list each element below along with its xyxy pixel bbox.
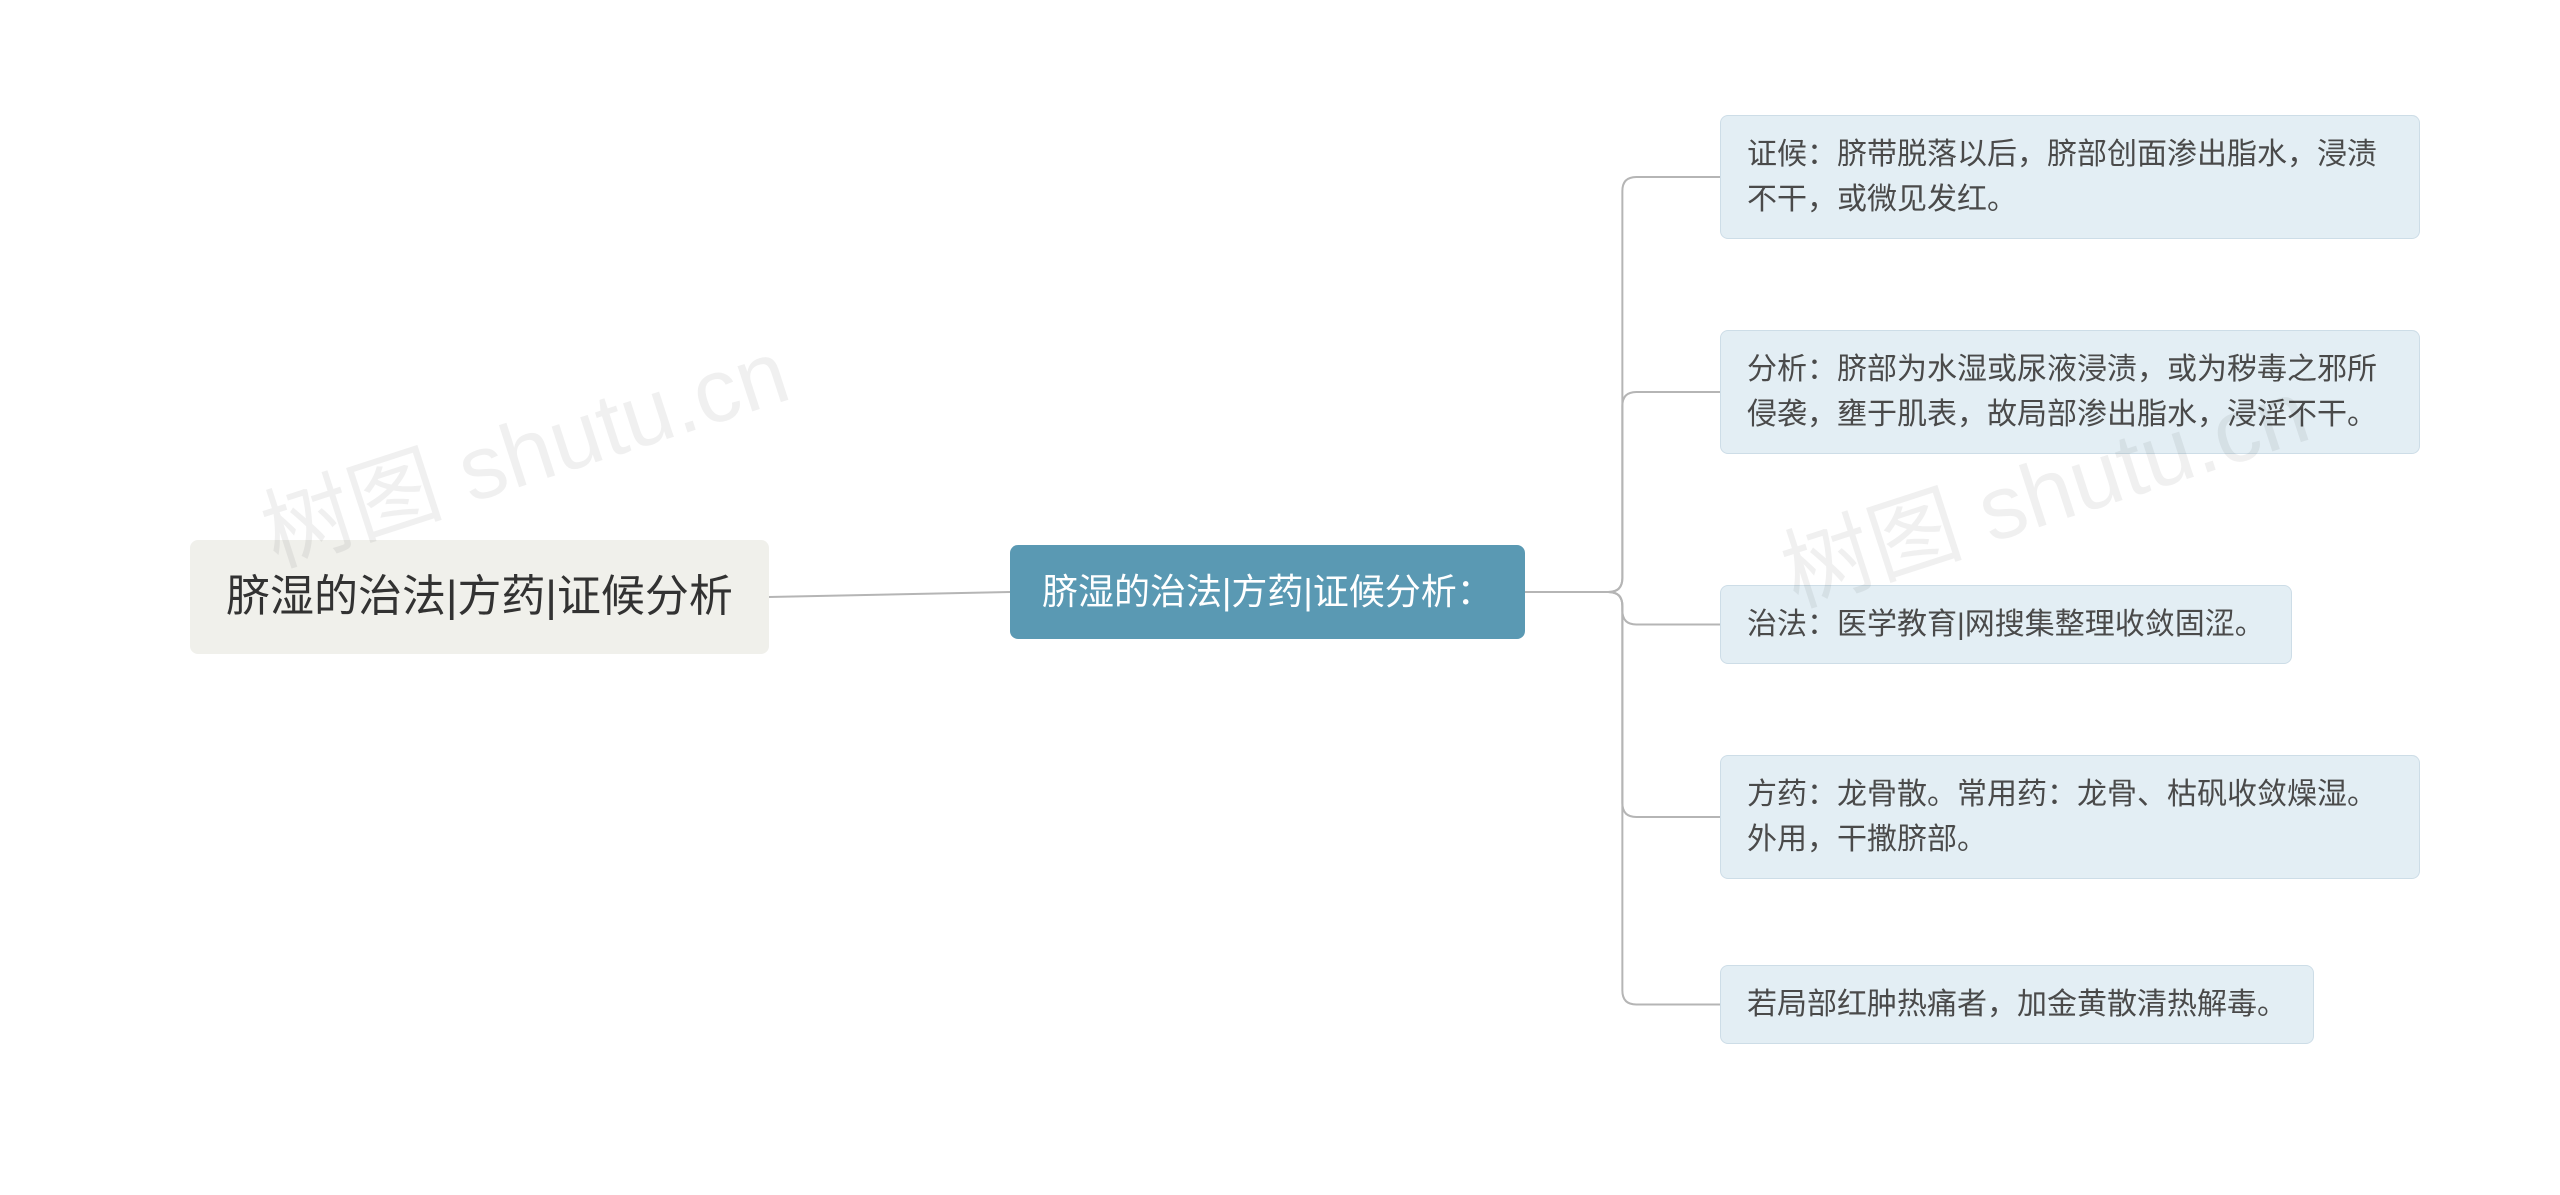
- leaf-node: 若局部红肿热痛者，加金黄散清热解毒。: [1720, 965, 2314, 1044]
- leaf-text: 治法：医学教育|网搜集整理收敛固涩。: [1747, 608, 2265, 641]
- leaf-node: 证候：脐带脱落以后，脐部创面渗出脂水，浸渍不干，或微见发红。: [1720, 115, 2420, 239]
- leaf-node: 分析：脐部为水湿或尿液浸渍，或为秽毒之邪所侵袭，壅于肌表，故局部渗出脂水，浸淫不…: [1720, 330, 2420, 454]
- leaf-text: 方药：龙骨散。常用药：龙骨、枯矾收敛燥湿。外用，干撒脐部。: [1747, 778, 2377, 856]
- leaf-text: 若局部红肿热痛者，加金黄散清热解毒。: [1747, 988, 2287, 1021]
- branch-label: 脐湿的治法|方药|证候分析：: [1042, 571, 1493, 612]
- root-node: 脐湿的治法|方药|证候分析: [190, 540, 769, 654]
- leaf-node: 方药：龙骨散。常用药：龙骨、枯矾收敛燥湿。外用，干撒脐部。: [1720, 755, 2420, 879]
- leaf-text: 证候：脐带脱落以后，脐部创面渗出脂水，浸渍不干，或微见发红。: [1747, 138, 2377, 216]
- leaf-text: 分析：脐部为水湿或尿液浸渍，或为秽毒之邪所侵袭，壅于肌表，故局部渗出脂水，浸淫不…: [1747, 353, 2377, 431]
- branch-node: 脐湿的治法|方药|证候分析：: [1010, 545, 1525, 639]
- root-label: 脐湿的治法|方药|证候分析: [226, 572, 733, 621]
- leaf-node: 治法：医学教育|网搜集整理收敛固涩。: [1720, 585, 2292, 664]
